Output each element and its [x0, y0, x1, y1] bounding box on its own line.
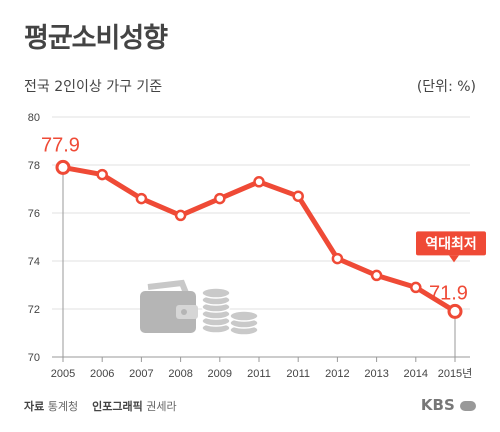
- x-axis-ticks: 2005 2006 2007 2008 2009 2011 2011 2012 2013 2014…: [51, 357, 473, 380]
- callout-text: 역대최저: [425, 235, 477, 252]
- value-guide-lines: [62, 167, 456, 357]
- coin: [229, 310, 259, 322]
- x-tick-label: 2011: [286, 368, 310, 380]
- y-tick-label: 78: [28, 160, 40, 172]
- source-label: 자료: [24, 400, 45, 413]
- source-value: 통계청: [47, 400, 79, 413]
- data-point: [55, 159, 71, 175]
- x-tick-label: 2011: [247, 368, 271, 380]
- kbs-logo: KBS: [421, 396, 476, 414]
- data-point: [292, 190, 304, 202]
- graphic-author: 권세라: [146, 400, 177, 413]
- chart-title: 평균소비성향: [24, 23, 168, 54]
- unit-label: (단위: %): [416, 79, 476, 95]
- x-tick-label: 2005: [51, 368, 75, 380]
- data-points: [55, 159, 463, 319]
- first-value-label: 77.9: [41, 134, 80, 156]
- data-point: [447, 303, 463, 319]
- data-point: [96, 168, 108, 181]
- graphic-label: 인포그래픽: [92, 400, 143, 413]
- data-point: [370, 269, 383, 282]
- y-tick-label: 72: [28, 304, 40, 316]
- x-tick-label: 2015년: [438, 367, 473, 380]
- series-line: [60, 164, 458, 314]
- logo-text: KBS: [420, 396, 455, 414]
- y-tick-label: 80: [28, 112, 40, 124]
- data-point: [135, 192, 148, 205]
- data-point: [410, 281, 422, 294]
- x-tick-label: 2007: [129, 368, 153, 380]
- coin: [201, 287, 231, 299]
- data-point: [253, 176, 265, 188]
- data-point: [331, 252, 344, 265]
- grid-lines: [52, 116, 470, 310]
- wallet-icon: [140, 279, 198, 333]
- x-tick-label: 2006: [90, 368, 114, 380]
- x-tick-label: 2013: [364, 368, 388, 380]
- logo-mark-icon: [460, 400, 476, 411]
- last-value-label: 71.9: [429, 282, 468, 304]
- x-tick-label: 2008: [168, 368, 192, 380]
- x-tick-label: 2012: [325, 368, 349, 380]
- data-point: [174, 209, 187, 222]
- data-point: [214, 192, 226, 205]
- coin-stack-icon: [201, 287, 259, 336]
- record-low-callout: 역대최저: [416, 231, 486, 263]
- x-tick-label: 2009: [208, 368, 232, 380]
- x-tick-label: 2014: [404, 368, 428, 380]
- y-tick-label: 74: [28, 256, 40, 268]
- footer-credits: 자료 통계청 인포그래픽 권세라: [24, 398, 177, 414]
- y-axis-ticks: 70 72 74 76 78 80: [28, 112, 40, 364]
- chart-subtitle: 전국 2인이상 가구 기준: [24, 79, 163, 95]
- y-tick-label: 70: [28, 352, 40, 364]
- y-tick-label: 76: [28, 208, 40, 220]
